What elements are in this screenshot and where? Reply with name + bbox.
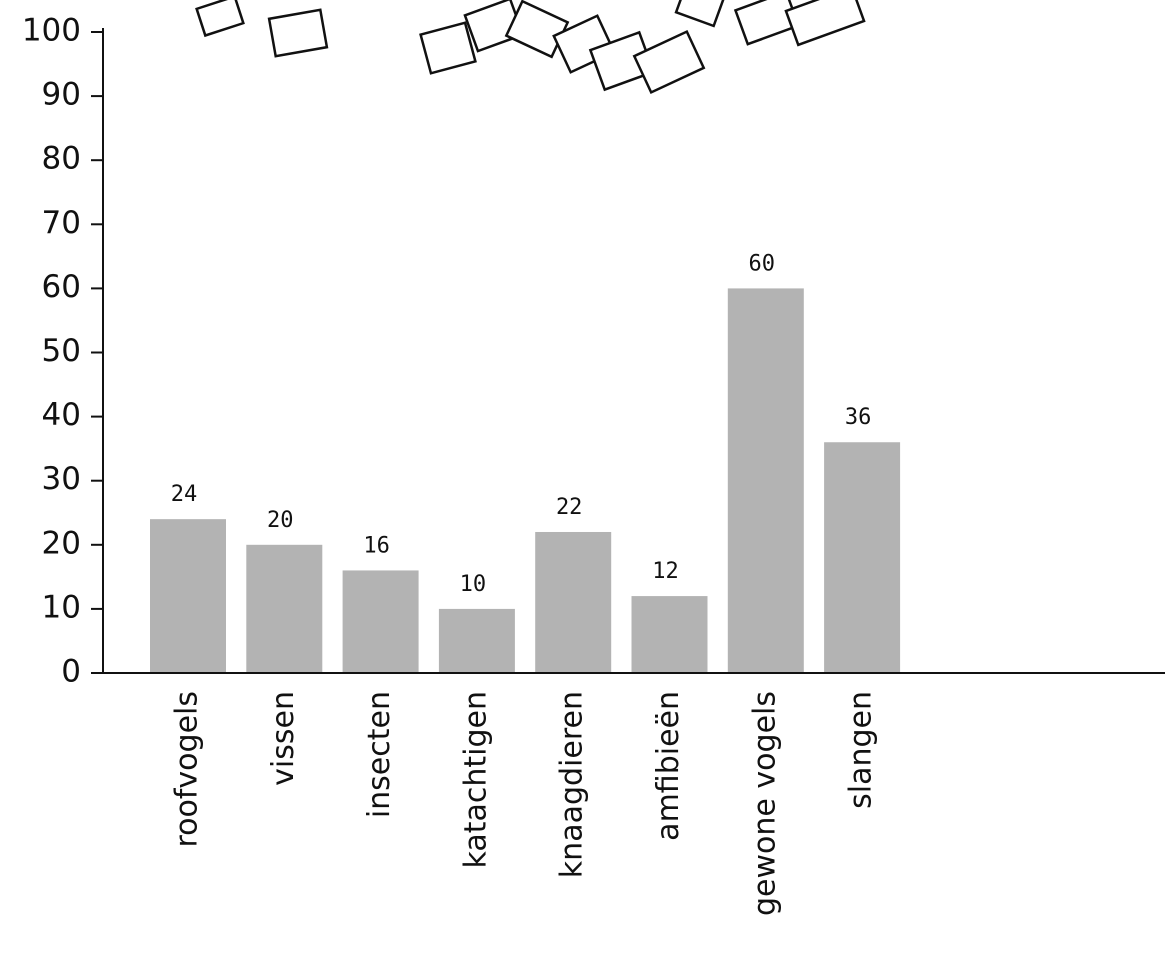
y-tick-label: 70 xyxy=(42,205,81,241)
x-tick-label: roofvogels xyxy=(170,691,205,848)
bar xyxy=(535,531,612,673)
x-tick-label: katachtigen xyxy=(458,691,493,869)
x-tick-label: insecten xyxy=(362,691,397,818)
bar xyxy=(631,596,708,673)
bar xyxy=(246,544,323,673)
x-tick-label: gewone vogels xyxy=(747,691,782,916)
y-tick-label: 40 xyxy=(42,397,81,433)
y-tick-label: 100 xyxy=(22,13,81,49)
decoration xyxy=(195,0,866,95)
y-tick-label: 90 xyxy=(42,77,81,113)
x-tick-label: slangen xyxy=(844,691,879,809)
x-tick-label: knaagdieren xyxy=(555,691,590,878)
value-label: 10 xyxy=(460,572,487,597)
y-tick-label: 20 xyxy=(42,525,81,561)
value-label: 24 xyxy=(171,482,198,507)
x-tick-label: vissen xyxy=(266,691,301,786)
y-tick-label: 80 xyxy=(42,141,81,177)
value-label: 22 xyxy=(556,495,583,520)
value-label: 20 xyxy=(267,508,294,533)
y-tick-label: 10 xyxy=(42,589,81,625)
bar xyxy=(342,570,419,673)
bar xyxy=(824,442,901,673)
y-tick-label: 50 xyxy=(42,333,81,369)
value-label: 12 xyxy=(652,559,679,584)
x-tick-label: amfibieën xyxy=(651,691,686,841)
value-label: 60 xyxy=(749,251,776,276)
value-label: 16 xyxy=(363,533,390,558)
y-tick-label: 30 xyxy=(42,461,81,497)
bar xyxy=(150,519,226,673)
bar xyxy=(438,608,515,673)
bar xyxy=(727,288,804,673)
value-label: 36 xyxy=(845,405,872,430)
y-tick-label: 60 xyxy=(42,269,81,305)
y-tick-label: 0 xyxy=(61,654,81,690)
